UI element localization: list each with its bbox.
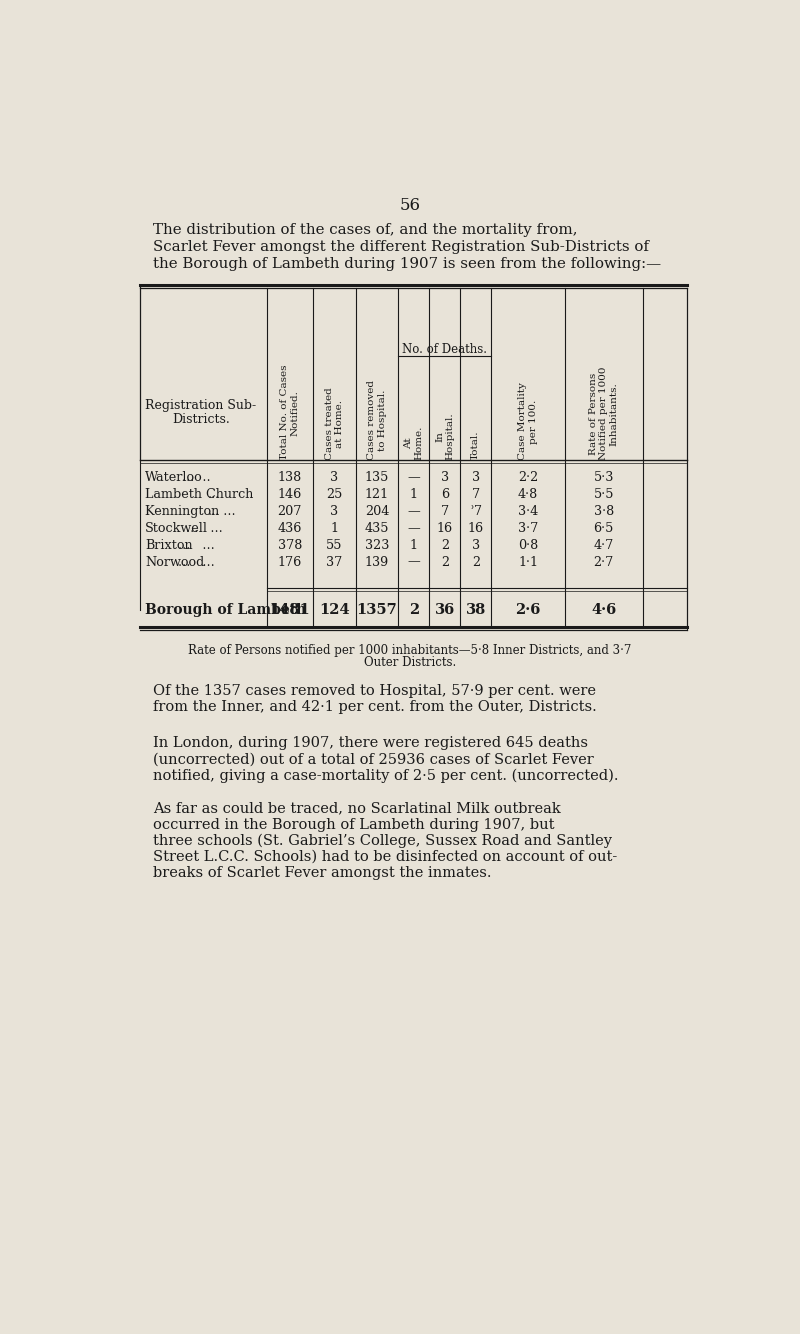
Text: —: — xyxy=(407,555,420,568)
Text: ʾ7: ʾ7 xyxy=(470,504,482,518)
Text: 1: 1 xyxy=(410,539,418,551)
Text: Waterloo: Waterloo xyxy=(145,471,202,484)
Text: Of the 1357 cases removed to Hospital, 57·9 per cent. were: Of the 1357 cases removed to Hospital, 5… xyxy=(153,684,596,698)
Text: The distribution of the cases of, and the mortality from,: The distribution of the cases of, and th… xyxy=(153,223,578,237)
Text: 1481: 1481 xyxy=(270,603,310,616)
Text: notified, giving a case-mortality of 2·5 per cent. (uncorrected).: notified, giving a case-mortality of 2·5… xyxy=(153,768,618,783)
Text: As far as could be traced, no Scarlatinal Milk outbreak: As far as could be traced, no Scarlatina… xyxy=(153,802,561,815)
Text: 3: 3 xyxy=(330,471,338,484)
Text: Stockwell: Stockwell xyxy=(145,522,208,535)
Text: 2: 2 xyxy=(441,555,449,568)
Text: 1357: 1357 xyxy=(357,603,398,616)
Text: No. of Deaths.: No. of Deaths. xyxy=(402,343,487,356)
Text: Total.: Total. xyxy=(471,431,480,460)
Text: 7: 7 xyxy=(441,504,449,518)
Text: 4·6: 4·6 xyxy=(591,603,616,616)
Text: Brixton: Brixton xyxy=(145,539,193,551)
Text: 3: 3 xyxy=(472,471,480,484)
Text: 5·3: 5·3 xyxy=(594,471,614,484)
Text: Registration Sub-: Registration Sub- xyxy=(145,399,256,412)
Text: At
Home.: At Home. xyxy=(404,426,423,460)
Text: Rate of Persons notified per 1000 inhabitants—5·8 Inner Districts, and 3·7: Rate of Persons notified per 1000 inhabi… xyxy=(188,643,632,656)
Text: the Borough of Lambeth during 1907 is seen from the following:—: the Borough of Lambeth during 1907 is se… xyxy=(153,257,661,271)
Text: 3·4: 3·4 xyxy=(518,504,538,518)
Text: 3·7: 3·7 xyxy=(518,522,538,535)
Text: 4·8: 4·8 xyxy=(518,488,538,500)
Text: Districts.: Districts. xyxy=(172,412,230,426)
Text: 55: 55 xyxy=(326,539,342,551)
Text: (uncorrected) out of a total of 25936 cases of Scarlet Fever: (uncorrected) out of a total of 25936 ca… xyxy=(153,752,594,766)
Text: 1: 1 xyxy=(330,522,338,535)
Text: Street L.C.C. Schools) had to be disinfected on account of out-: Street L.C.C. Schools) had to be disinfe… xyxy=(153,850,617,864)
Text: Rate of Persons
Notified per 1000
Inhabitants.: Rate of Persons Notified per 1000 Inhabi… xyxy=(589,367,618,460)
Text: 0·8: 0·8 xyxy=(518,539,538,551)
Text: 16: 16 xyxy=(437,522,453,535)
Text: 124: 124 xyxy=(319,603,350,616)
Text: 3: 3 xyxy=(441,471,449,484)
Text: 139: 139 xyxy=(365,555,389,568)
Text: occurred in the Borough of Lambeth during 1907, but: occurred in the Borough of Lambeth durin… xyxy=(153,818,554,831)
Text: Lambeth Church: Lambeth Church xyxy=(145,488,254,500)
Text: 56: 56 xyxy=(399,197,421,213)
Text: —: — xyxy=(407,471,420,484)
Text: 1: 1 xyxy=(410,488,418,500)
Text: 135: 135 xyxy=(365,471,390,484)
Text: 3: 3 xyxy=(472,539,480,551)
Text: 2·2: 2·2 xyxy=(518,471,538,484)
Text: 2·6: 2·6 xyxy=(515,603,541,616)
Text: 16: 16 xyxy=(468,522,484,535)
Text: Scarlet Fever amongst the different Registration Sub-Districts of: Scarlet Fever amongst the different Regi… xyxy=(153,240,649,255)
Text: 36: 36 xyxy=(434,603,455,616)
Text: 435: 435 xyxy=(365,522,390,535)
Text: ...   ...: ... ... xyxy=(178,555,214,568)
Text: 323: 323 xyxy=(365,539,390,551)
Text: 6·5: 6·5 xyxy=(594,522,614,535)
Text: 37: 37 xyxy=(326,555,342,568)
Text: 2·7: 2·7 xyxy=(594,555,614,568)
Text: from the Inner, and 42·1 per cent. from the Outer, Districts.: from the Inner, and 42·1 per cent. from … xyxy=(153,700,597,714)
Text: ...  ..: ... .. xyxy=(182,471,210,484)
Text: Cases treated
at Home.: Cases treated at Home. xyxy=(325,388,344,460)
Text: ...: ... xyxy=(208,504,220,518)
Text: 38: 38 xyxy=(466,603,486,616)
Text: —: — xyxy=(407,504,420,518)
Text: 25: 25 xyxy=(326,488,342,500)
Text: In
Hospital.: In Hospital. xyxy=(435,412,454,460)
Text: Kennington ...: Kennington ... xyxy=(145,504,235,518)
Text: 207: 207 xyxy=(278,504,302,518)
Text: 3·8: 3·8 xyxy=(594,504,614,518)
Text: Cases removed
to Hospital.: Cases removed to Hospital. xyxy=(367,380,386,460)
Text: 138: 138 xyxy=(278,471,302,484)
Text: 1·1: 1·1 xyxy=(518,555,538,568)
Text: 176: 176 xyxy=(278,555,302,568)
Text: Outer Districts.: Outer Districts. xyxy=(364,656,456,668)
Text: 4·7: 4·7 xyxy=(594,539,614,551)
Text: —: — xyxy=(407,522,420,535)
Text: ...   ...: ... ... xyxy=(186,522,223,535)
Text: 204: 204 xyxy=(365,504,390,518)
Text: 121: 121 xyxy=(365,488,389,500)
Text: 3: 3 xyxy=(330,504,338,518)
Text: 5·5: 5·5 xyxy=(594,488,614,500)
Text: Norwood: Norwood xyxy=(145,555,204,568)
Text: 2: 2 xyxy=(409,603,419,616)
Text: 2: 2 xyxy=(441,539,449,551)
Text: ...   ...: ... ... xyxy=(178,539,214,551)
Text: Case Mortality
per 100.: Case Mortality per 100. xyxy=(518,383,538,460)
Text: 436: 436 xyxy=(278,522,302,535)
Text: 146: 146 xyxy=(278,488,302,500)
Text: 6: 6 xyxy=(441,488,449,500)
Text: 2: 2 xyxy=(472,555,480,568)
Text: Borough of Lambeth: Borough of Lambeth xyxy=(145,603,306,616)
Text: In London, during 1907, there were registered 645 deaths: In London, during 1907, there were regis… xyxy=(153,736,588,750)
Text: three schools (St. Gabriel’s College, Sussex Road and Santley: three schools (St. Gabriel’s College, Su… xyxy=(153,834,612,848)
Text: 7: 7 xyxy=(472,488,480,500)
Text: ...: ... xyxy=(208,488,220,500)
Text: 378: 378 xyxy=(278,539,302,551)
Text: breaks of Scarlet Fever amongst the inmates.: breaks of Scarlet Fever amongst the inma… xyxy=(153,866,491,880)
Text: Total No. of Cases
Notified.: Total No. of Cases Notified. xyxy=(280,366,299,460)
